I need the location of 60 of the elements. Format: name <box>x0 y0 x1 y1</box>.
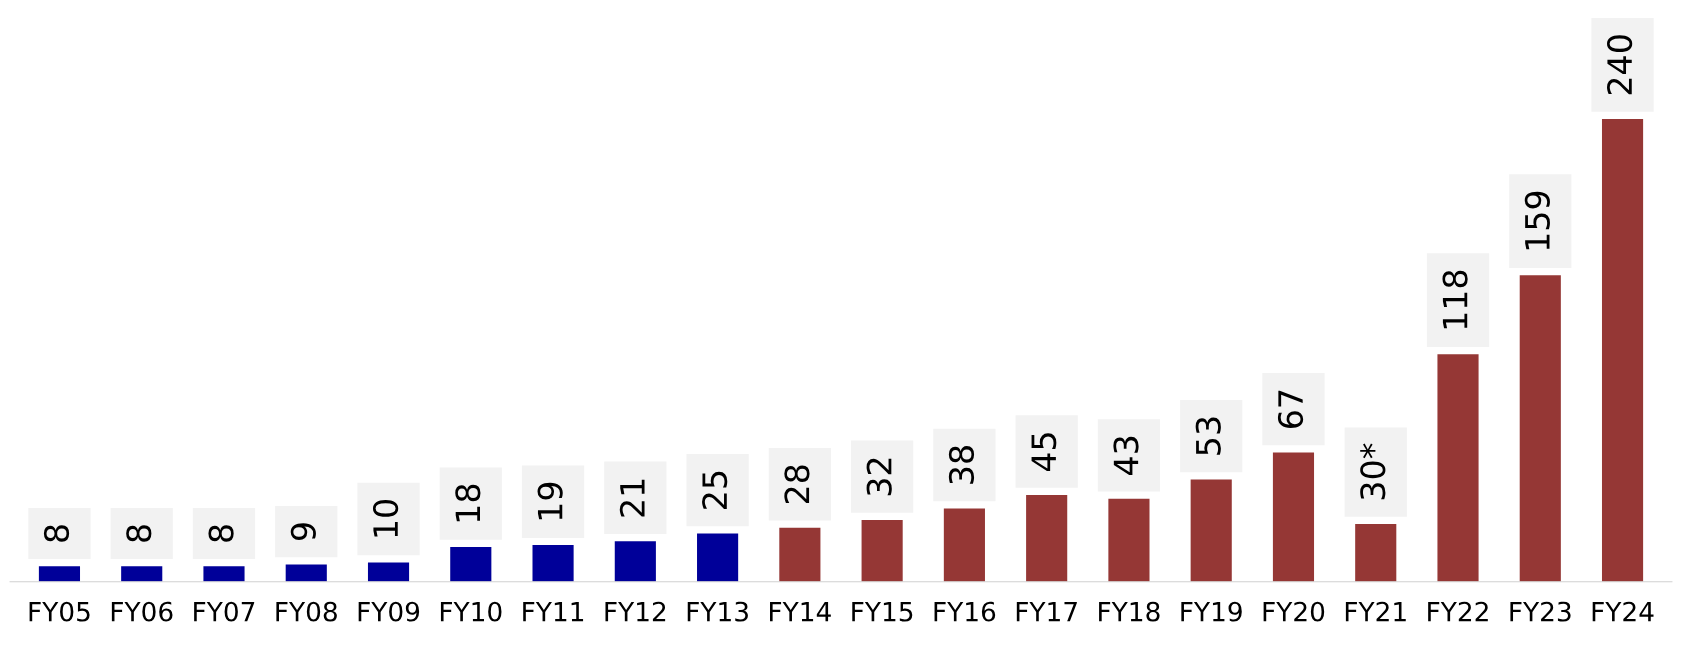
data-label: 53 <box>1195 417 1221 455</box>
x-tick-label: FY05 <box>29 601 90 622</box>
data-label: 118 <box>1442 270 1468 329</box>
data-label: 8 <box>126 525 152 542</box>
data-label: 19 <box>537 482 563 520</box>
bar <box>1601 118 1644 582</box>
bar <box>697 533 739 582</box>
x-tick-label: FY21 <box>1345 601 1406 622</box>
x-tick-label: FY14 <box>770 602 831 622</box>
x-tick-label: FY15 <box>852 602 913 622</box>
bar <box>614 541 656 582</box>
data-label: 159 <box>1524 191 1550 250</box>
bar <box>943 508 985 582</box>
x-tick-label: FY08 <box>276 601 337 622</box>
bar <box>1108 498 1150 582</box>
x-tick-label: FY18 <box>1099 601 1160 622</box>
data-label: 45 <box>1031 433 1057 472</box>
bar <box>121 566 163 582</box>
x-tick-label: FY11 <box>523 602 584 622</box>
bar <box>450 547 492 582</box>
x-tick-label: FY09 <box>358 601 420 622</box>
bar <box>1272 452 1315 582</box>
data-label: 43 <box>1113 436 1139 475</box>
data-label: 10 <box>372 500 399 537</box>
bar <box>1519 275 1561 582</box>
bar <box>532 545 574 582</box>
x-tick-label: FY19 <box>1181 601 1242 622</box>
bar <box>1355 523 1397 582</box>
bar <box>203 566 245 582</box>
x-tick-label: FY24 <box>1592 601 1654 622</box>
data-label: 21 <box>619 479 645 517</box>
bar <box>779 527 821 582</box>
bar <box>861 520 903 582</box>
data-label: 8 <box>208 525 234 542</box>
data-label: 25 <box>702 471 728 509</box>
data-label: 38 <box>948 446 975 484</box>
x-tick-label: FY16 <box>934 601 996 622</box>
x-tick-label: FY17 <box>1016 602 1077 622</box>
bar <box>367 562 410 582</box>
data-label: 30* <box>1360 443 1386 500</box>
bar <box>1026 494 1068 582</box>
data-label: 67 <box>1277 390 1304 428</box>
x-tick-label: FY07 <box>194 601 255 622</box>
data-label: 9 <box>290 523 316 541</box>
x-tick-label: FY12 <box>605 601 666 622</box>
x-tick-label: FY13 <box>687 601 748 622</box>
x-tick-label: FY22 <box>1428 601 1488 622</box>
bar <box>1190 479 1232 582</box>
bar <box>1437 354 1479 582</box>
data-label: 32 <box>866 458 892 496</box>
x-tick-label: FY23 <box>1510 601 1571 622</box>
data-label: 240 <box>1607 35 1633 95</box>
bar <box>285 564 327 582</box>
x-tick-label: FY10 <box>440 601 502 622</box>
data-label: 8 <box>43 525 70 542</box>
data-label: 18 <box>455 484 481 522</box>
x-tick-label: FY20 <box>1263 601 1325 622</box>
x-tick-label: FY06 <box>111 601 173 622</box>
bar <box>38 566 81 582</box>
data-label: 28 <box>784 465 810 504</box>
